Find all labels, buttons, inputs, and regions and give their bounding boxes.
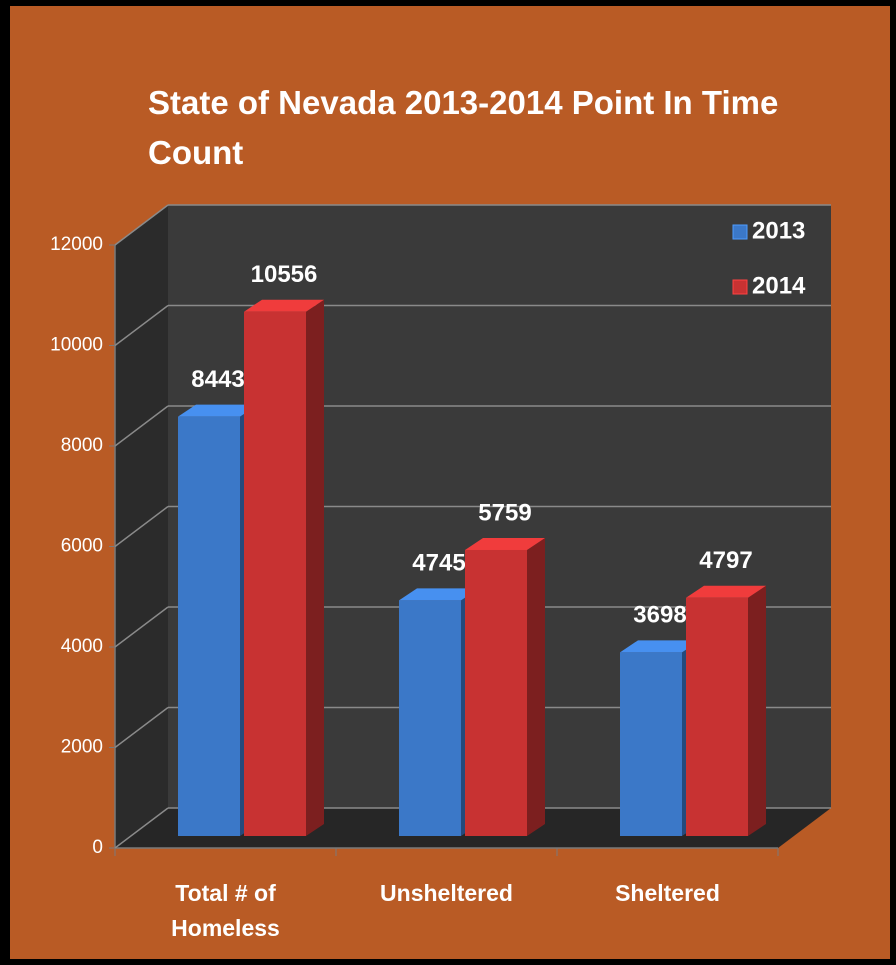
data-label: 5759 [478, 499, 531, 526]
legend-swatch [732, 279, 748, 295]
grid-line-side [114, 304, 169, 347]
grid-line-side [114, 807, 169, 849]
x-tick-label: Unsheltered [380, 880, 513, 906]
bar [686, 597, 748, 836]
chart-title: State of Nevada 2013-2014 Point In Time … [148, 84, 779, 171]
bar-top [244, 299, 324, 312]
grid-line-side [114, 405, 169, 447]
bar-side [306, 299, 324, 837]
bar-top [399, 588, 479, 601]
grid-line-side [114, 606, 169, 648]
bar [399, 600, 461, 836]
legend-label: 2014 [752, 272, 806, 299]
bar-side [527, 537, 545, 836]
bar-top [620, 640, 700, 653]
data-label: 10556 [251, 261, 318, 288]
y-tick-label: 10000 [50, 335, 103, 356]
grid-line-side [114, 204, 169, 246]
bar-top [686, 585, 766, 598]
bar [465, 549, 527, 836]
y-tick-label: 2000 [61, 737, 103, 758]
data-label: 4745 [412, 550, 465, 577]
y-tick-label: 0 [92, 837, 103, 858]
bar-side [748, 585, 766, 836]
bar [178, 416, 240, 836]
grid-line-side [114, 505, 169, 548]
y-tick-label: 6000 [61, 536, 103, 557]
grid-line-side [114, 706, 169, 749]
chart: 0 2000 4000 6000 8000 10000 12000 8443 4745 3698 2… [50, 204, 831, 858]
data-label: 8443 [191, 366, 244, 393]
y-tick-label: 12000 [50, 234, 103, 255]
x-tick-label: Sheltered [615, 880, 720, 906]
x-tick-label: Total # of Homeless [171, 880, 280, 941]
bar [244, 311, 306, 837]
data-label: 3698 [633, 602, 686, 629]
legend-swatch [732, 224, 748, 240]
y-tick-label: 4000 [61, 636, 103, 657]
y-tick-label: 8000 [61, 435, 103, 456]
bar [620, 652, 682, 836]
bar-top [178, 404, 258, 417]
data-label: 4797 [699, 547, 752, 574]
bar-top [465, 537, 545, 550]
legend-label: 2013 [752, 217, 805, 244]
